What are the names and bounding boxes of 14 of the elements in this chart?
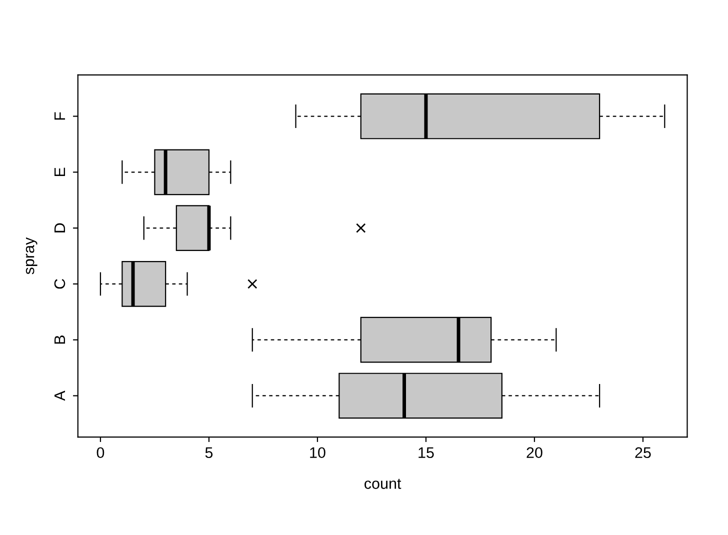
y-tick-label: C xyxy=(54,279,66,289)
y-tick-label: E xyxy=(54,168,66,176)
x-axis-title: count xyxy=(364,478,402,489)
x-tick-label: 25 xyxy=(635,447,651,458)
y-tick-label: D xyxy=(54,223,66,232)
x-tick-label: 20 xyxy=(526,447,542,458)
y-tick-label: F xyxy=(54,112,66,120)
x-tick-label: 15 xyxy=(418,447,434,458)
y-axis-title: spray xyxy=(26,237,38,274)
x-tick-label: 10 xyxy=(310,447,326,458)
y-tick-label: B xyxy=(54,336,66,344)
x-tick-label: 0 xyxy=(96,447,104,458)
y-tick-label: A xyxy=(54,390,66,401)
x-tick-label: 5 xyxy=(205,447,213,458)
